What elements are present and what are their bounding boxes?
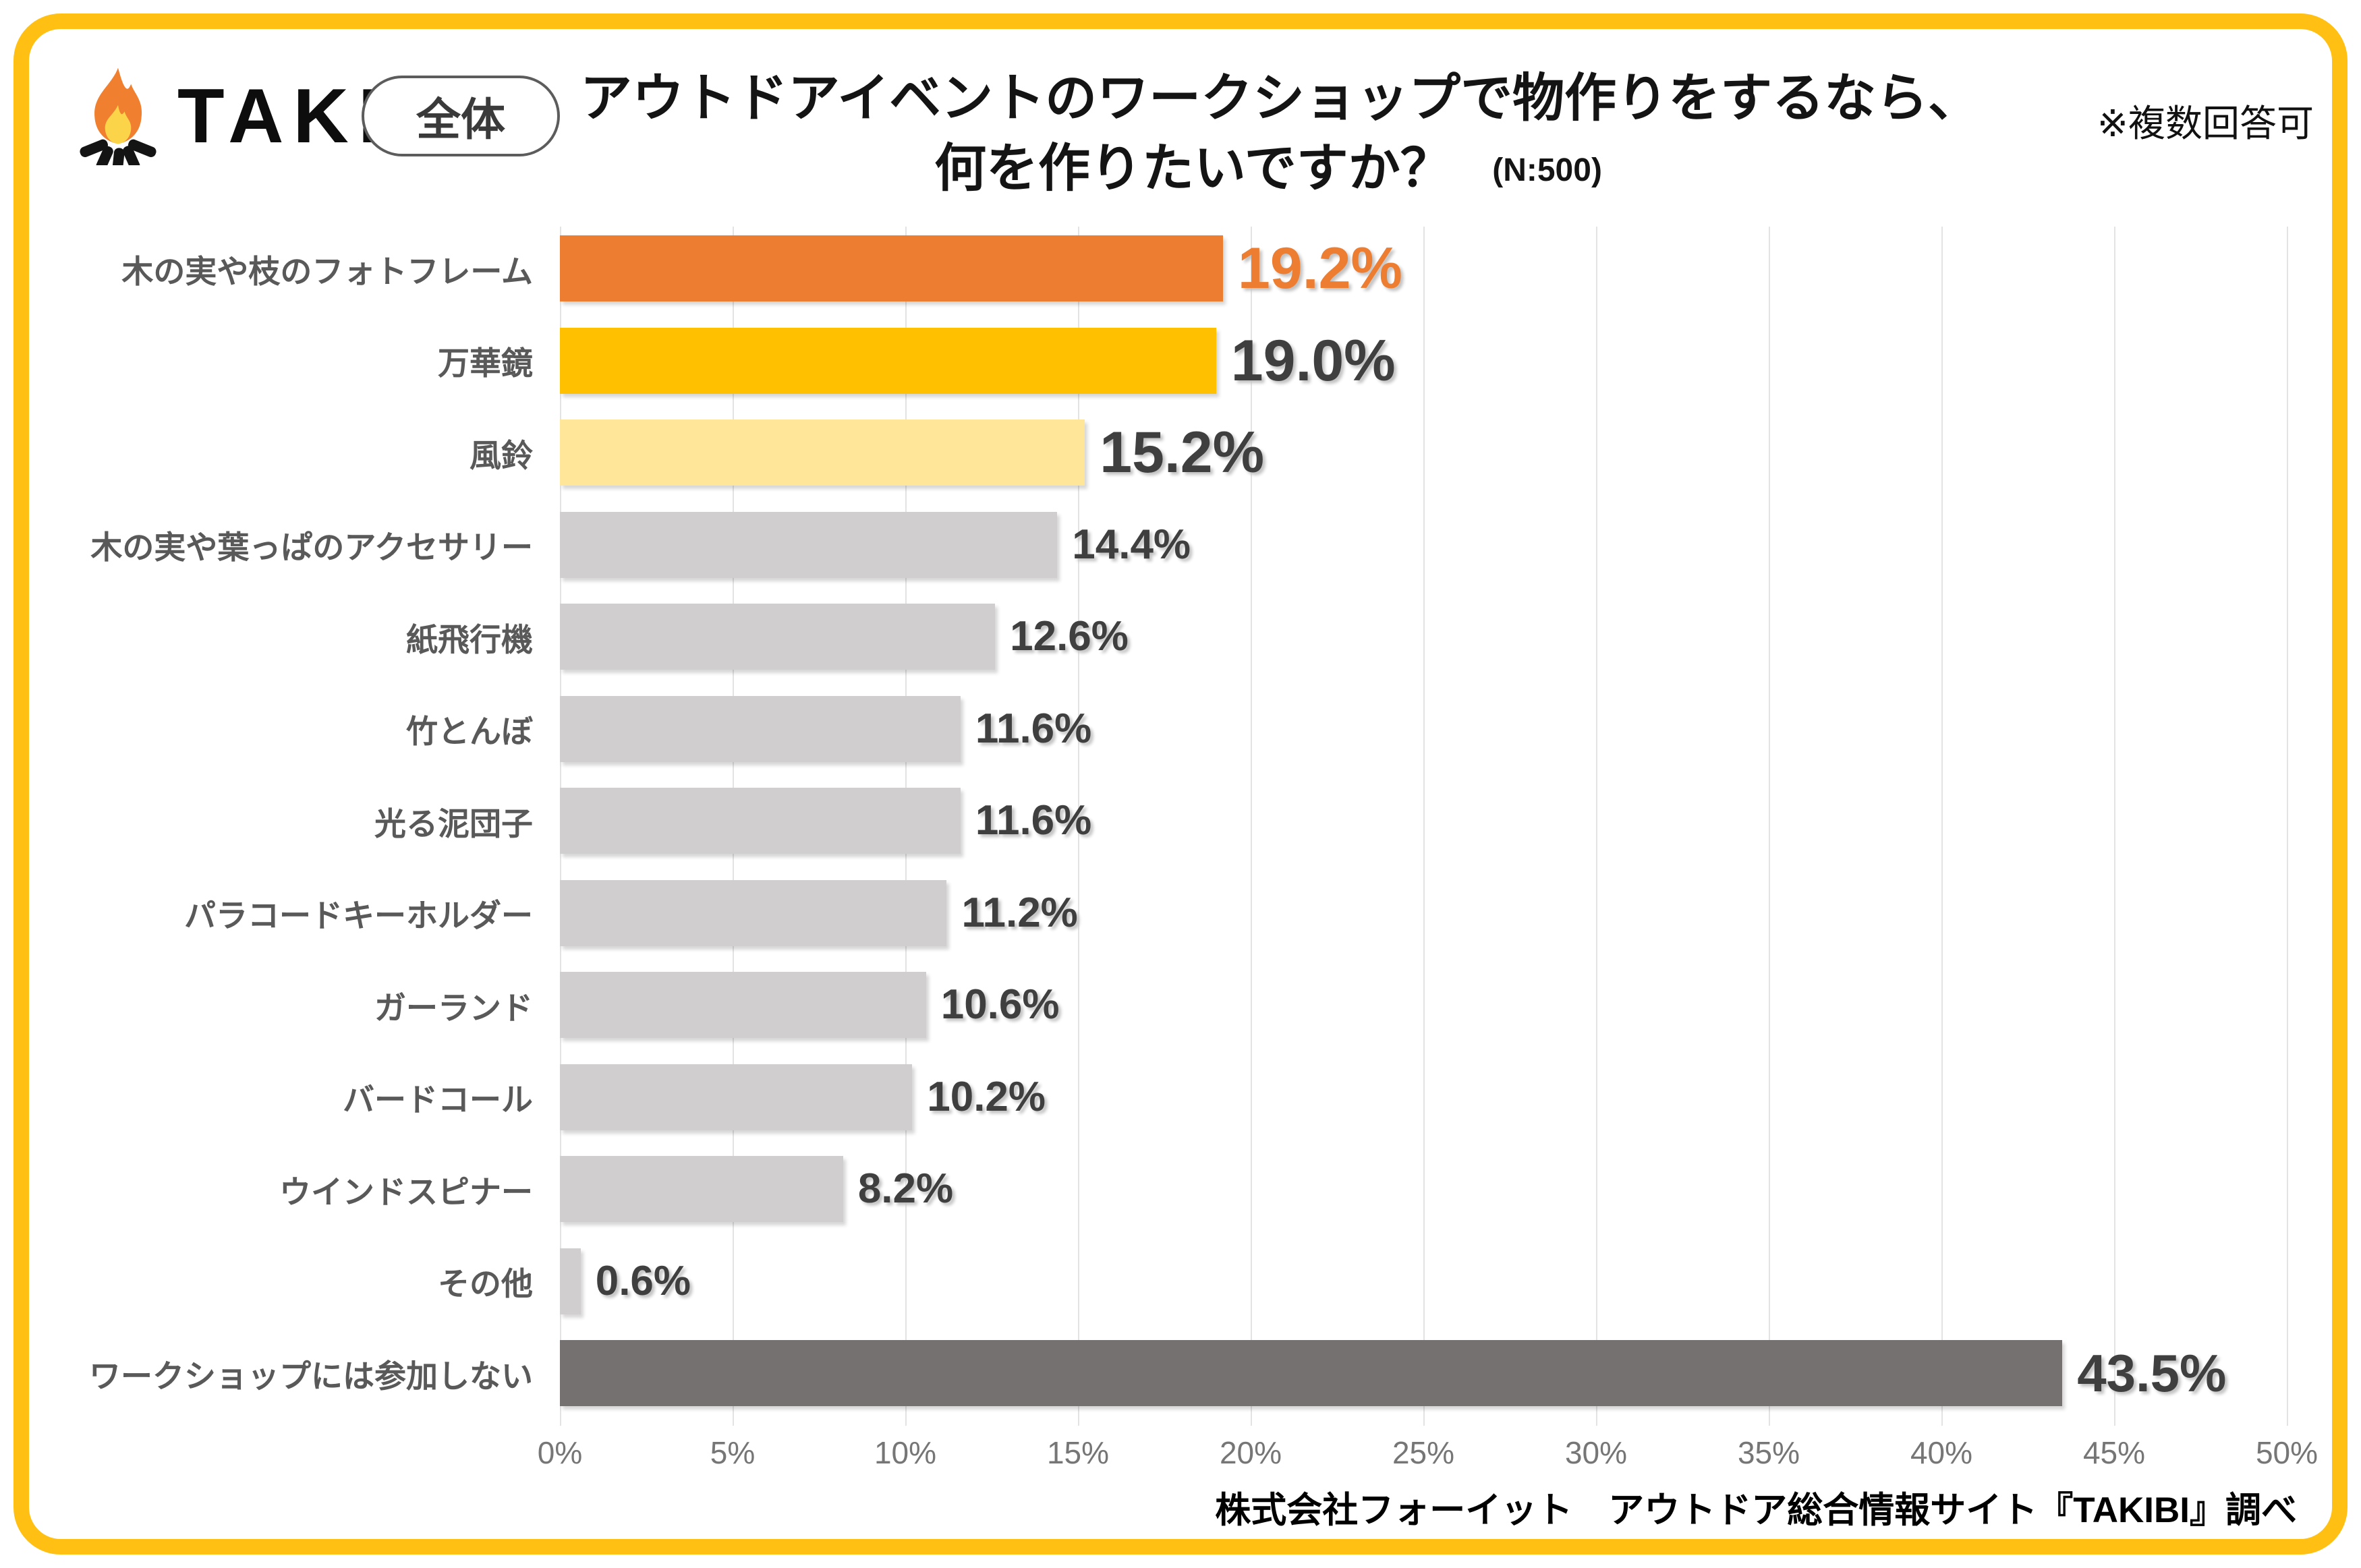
scope-badge-label: 全体 bbox=[416, 94, 505, 144]
category-label: ウインドスピナー bbox=[279, 1173, 533, 1210]
category-label: ワークショップには参加しない bbox=[89, 1358, 533, 1394]
chart-rows: 木の実や枝のフォトフレーム 19.2% 万華鏡 19.0% 風鈴 15.2% 木… bbox=[74, 223, 2287, 1420]
bar-chart: 木の実や枝のフォトフレーム 19.2% 万華鏡 19.0% 風鈴 15.2% 木… bbox=[74, 223, 2318, 1477]
bar bbox=[560, 604, 996, 670]
x-axis-tick: 5% bbox=[710, 1434, 756, 1470]
chart-row: ウインドスピナー 8.2% bbox=[74, 1143, 2287, 1236]
gridline bbox=[2114, 227, 2115, 1426]
chart-row: 木の実や葉っぱのアクセサリー 14.4% bbox=[74, 499, 2287, 591]
bar-track: 11.6% bbox=[560, 683, 2287, 776]
bar bbox=[560, 1248, 581, 1314]
bar bbox=[560, 972, 926, 1039]
bar-track: 12.6% bbox=[560, 591, 2287, 683]
x-axis-tick: 15% bbox=[1046, 1434, 1110, 1470]
value-label: 19.2% bbox=[1238, 236, 1402, 301]
value-label: 19.0% bbox=[1230, 328, 1396, 393]
bar-track: 0.6% bbox=[560, 1236, 2287, 1328]
gridline bbox=[1596, 227, 1597, 1426]
bar bbox=[560, 235, 1224, 302]
category-label: パラコードキーホルダー bbox=[184, 898, 533, 934]
value-label: 12.6% bbox=[1010, 613, 1129, 660]
gridline bbox=[1078, 227, 1079, 1426]
bar-track: 15.2% bbox=[560, 407, 2287, 499]
chart-row: その他 0.6% bbox=[74, 1236, 2287, 1328]
x-axis-tick: 30% bbox=[1564, 1434, 1628, 1470]
value-label: 43.5% bbox=[2077, 1343, 2227, 1403]
category-label: 紙飛行機 bbox=[406, 621, 533, 658]
category-label: 風鈴 bbox=[470, 437, 533, 473]
x-axis-tick: 40% bbox=[1910, 1434, 1973, 1470]
title-line-1: アウトドアイベントのワークショップで物作りをするなら、 bbox=[580, 69, 1981, 127]
gridline bbox=[2287, 227, 2288, 1426]
chart-row: バードコール 10.2% bbox=[74, 1051, 2287, 1144]
category-label: 木の実や枝のフォトフレーム bbox=[121, 253, 533, 289]
chart-row: パラコードキーホルダー 11.2% bbox=[74, 867, 2287, 960]
category-label: その他 bbox=[438, 1266, 533, 1302]
category-label: 光る泥団子 bbox=[374, 805, 533, 842]
bar-track: 14.4% bbox=[560, 499, 2287, 591]
category-label: バードコール bbox=[343, 1082, 533, 1118]
gridline bbox=[1423, 227, 1425, 1426]
category-label: ガーランド bbox=[374, 989, 533, 1026]
gridline bbox=[1941, 227, 1943, 1426]
campfire-flame-icon bbox=[80, 67, 157, 165]
bar bbox=[560, 511, 1058, 578]
bar-track: 11.6% bbox=[560, 775, 2287, 867]
bar-track: 10.2% bbox=[560, 1051, 2287, 1144]
sample-size-note: (N:500) bbox=[1492, 152, 1602, 188]
multiple-answers-note: ※複数回答可 bbox=[2097, 103, 2314, 144]
bar-track: 19.0% bbox=[560, 315, 2287, 407]
x-axis-tick: 0% bbox=[537, 1434, 583, 1470]
bar bbox=[560, 879, 947, 946]
category-label: 竹とんぼ bbox=[406, 714, 533, 750]
value-label: 10.6% bbox=[940, 981, 1060, 1028]
chart-row: 光る泥団子 11.6% bbox=[74, 775, 2287, 867]
bar bbox=[560, 327, 1216, 394]
chart-row: 木の実や枝のフォトフレーム 19.2% bbox=[74, 223, 2287, 315]
category-label: 木の実や葉っぱのアクセサリー bbox=[90, 529, 533, 566]
x-axis-tick: 50% bbox=[2255, 1434, 2319, 1470]
value-label: 10.2% bbox=[927, 1073, 1046, 1120]
chart-row: 万華鏡 19.0% bbox=[74, 315, 2287, 407]
value-label: 11.6% bbox=[975, 705, 1092, 752]
value-label: 11.2% bbox=[961, 889, 1078, 936]
chart-title: アウトドアイベントのワークショップで物作りをするなら、 何を作りたいですか？ (… bbox=[580, 64, 1981, 204]
value-label: 8.2% bbox=[857, 1165, 954, 1213]
chart-row: 竹とんぼ 11.6% bbox=[74, 683, 2287, 776]
x-axis-tick: 45% bbox=[2082, 1434, 2146, 1470]
x-axis-tick: 20% bbox=[1219, 1434, 1282, 1470]
chart-row: ガーランド 10.6% bbox=[74, 959, 2287, 1051]
title-line-2: 何を作りたいですか？ bbox=[934, 139, 1452, 198]
bar-track: 8.2% bbox=[560, 1143, 2287, 1236]
x-axis-tick: 25% bbox=[1392, 1434, 1455, 1470]
category-label: 万華鏡 bbox=[438, 345, 533, 382]
bar bbox=[560, 695, 961, 762]
chart-row: 風鈴 15.2% bbox=[74, 407, 2287, 499]
gridline bbox=[1251, 227, 1252, 1426]
x-axis-tick: 35% bbox=[1737, 1434, 1800, 1470]
value-label: 15.2% bbox=[1100, 420, 1265, 486]
bar bbox=[560, 1064, 913, 1130]
value-label: 0.6% bbox=[595, 1257, 691, 1304]
scope-badge: 全体 bbox=[362, 76, 560, 156]
value-label: 11.6% bbox=[975, 797, 1092, 844]
value-label: 14.4% bbox=[1072, 521, 1191, 568]
bar-track: 19.2% bbox=[560, 223, 2287, 315]
bar bbox=[560, 1340, 2063, 1407]
bar bbox=[560, 1156, 843, 1223]
bar-track: 10.6% bbox=[560, 959, 2287, 1051]
chart-row: ワークショップには参加しない 43.5% bbox=[74, 1327, 2287, 1420]
x-axis: 0% 5% 10% 15% 20% 25% 30% 35% 40% 45% 50% bbox=[538, 1420, 2318, 1477]
bar bbox=[560, 419, 1085, 486]
x-axis-tick: 10% bbox=[874, 1434, 937, 1470]
chart-row: 紙飛行機 12.6% bbox=[74, 591, 2287, 683]
gridline bbox=[1769, 227, 1770, 1426]
source-credit: 株式会社フォーイット アウトドア総合情報サイト『TAKIBI』調べ bbox=[1215, 1490, 2297, 1530]
bar-track: 11.2% bbox=[560, 867, 2287, 960]
bar bbox=[560, 788, 961, 854]
bar-track: 43.5% bbox=[560, 1327, 2287, 1420]
